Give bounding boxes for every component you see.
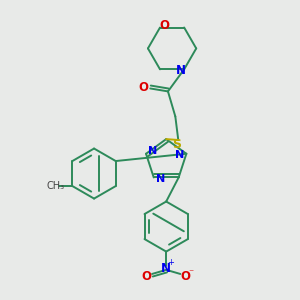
Text: S: S <box>172 138 181 151</box>
Text: O: O <box>142 270 152 283</box>
Text: N: N <box>156 174 165 184</box>
Text: N: N <box>161 262 171 275</box>
Text: N: N <box>148 146 157 156</box>
Text: O: O <box>159 19 169 32</box>
Text: CH₃: CH₃ <box>47 181 65 191</box>
Text: O: O <box>181 270 190 283</box>
Text: O: O <box>139 81 149 94</box>
Text: +: + <box>167 258 174 267</box>
Text: N: N <box>176 64 186 77</box>
Text: N: N <box>175 150 184 160</box>
Text: ⁻: ⁻ <box>188 268 194 278</box>
